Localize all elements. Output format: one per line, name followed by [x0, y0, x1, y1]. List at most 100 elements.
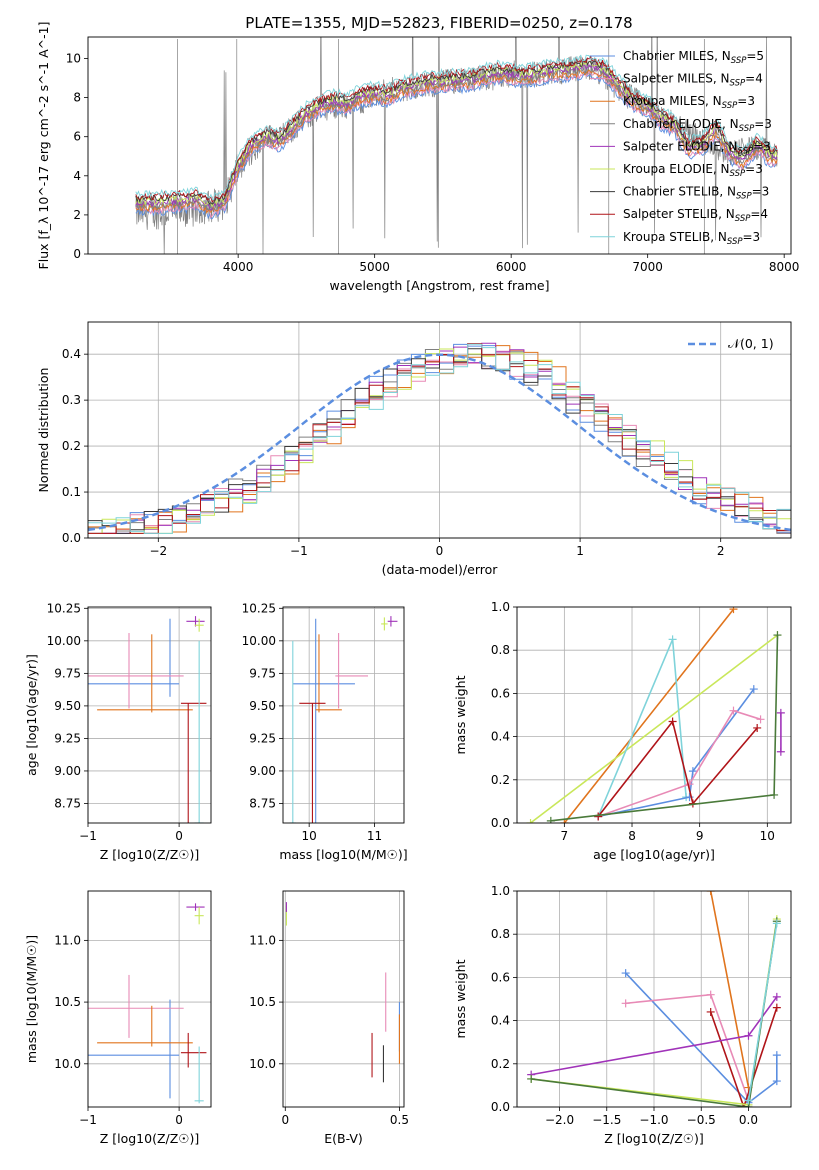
legend-label-text: Salpeter MILES, N — [623, 72, 730, 86]
y-tick-label: 0.6 — [491, 686, 510, 700]
x-tick-label: −1 — [79, 829, 97, 843]
x-tick-label: −0.5 — [687, 1113, 716, 1127]
y-tick-label: 0.0 — [491, 1100, 510, 1114]
legend-label-text: Chabrier ELODIE, N — [623, 117, 739, 131]
axes-frame — [87, 606, 212, 824]
x-axis-label: mass [log10(M/M☉)] — [279, 847, 407, 862]
legend-label-text: Salpeter ELODIE, N — [623, 139, 737, 153]
weight-marker — [772, 1003, 781, 1012]
y-tick-label: 10.0 — [249, 1057, 276, 1071]
weight-series-line — [563, 608, 735, 823]
weight-marker — [773, 631, 782, 640]
x-tick-label: 10 — [302, 829, 317, 843]
legend-label-sub: SSP — [735, 214, 751, 224]
model-line — [135, 62, 778, 211]
weight-marker — [685, 793, 694, 802]
model-line — [135, 73, 778, 220]
y-tick-label: 10.00 — [47, 634, 81, 648]
legend-label-suffix: =3 — [737, 94, 755, 108]
mass_weight_vs_age-panel: 7 8 9 10 0.0 0.2 0.4 0.6 0.8 1.0 age [log10(age/yr… — [453, 600, 792, 862]
x-tick-label: 0 — [175, 1113, 183, 1127]
mass_weight_vs_Z-panel: −2.0 −1.5 −1.0 −0.5 0.0 0.0 0.2 0.4 0.6 0.8 1.0 Z [… — [453, 884, 792, 1146]
weight-marker — [546, 816, 555, 823]
axes-frame — [282, 606, 405, 824]
y-axis-label: age [log10(age/yr)] — [24, 654, 39, 776]
y-tick-label: 1.0 — [491, 884, 510, 898]
y-tick-label: 4 — [73, 169, 81, 183]
weight-marker — [729, 607, 738, 614]
x-tick-label: −2 — [149, 544, 167, 558]
legend-label: Chabrier STELIB, NSSP=3 — [623, 185, 769, 202]
x-tick-label: 8000 — [769, 260, 800, 274]
axes-frame — [87, 321, 792, 539]
y-tick-label: 9.50 — [249, 699, 276, 713]
spectrum-panel: 4000 5000 6000 7000 8000 0 2 4 6 8 10 wavelength [A… — [36, 22, 800, 293]
errorbars — [88, 903, 207, 1104]
x-tick-label: 0.5 — [390, 1113, 409, 1127]
y-tick-label: 10.25 — [242, 601, 276, 615]
y-tick-label: 9.50 — [54, 699, 81, 713]
x-tick-label: 7000 — [632, 260, 663, 274]
legend-label-sub: SSP — [736, 192, 752, 202]
legend-label-sub: SSP — [722, 101, 738, 111]
y-tick-label: 0.0 — [62, 531, 81, 545]
y-tick-label: 9.00 — [54, 764, 81, 778]
y-tick-label: 10.25 — [47, 601, 81, 615]
errorbars — [285, 902, 400, 1083]
residual-histogram — [88, 343, 791, 534]
y-tick-label: 0.0 — [491, 816, 510, 830]
x-tick-label: 11 — [367, 829, 382, 843]
y-axis-label: mass [log10(M/M☉)] — [24, 935, 39, 1063]
legend-label-suffix: =4 — [750, 207, 768, 221]
legend-label-suffix: =4 — [745, 72, 763, 86]
weight-marker — [772, 1051, 781, 1060]
y-axis-label: Normed distribution — [36, 368, 51, 493]
legend-label-text: Salpeter STELIB, N — [623, 207, 735, 221]
y-tick-label: 9.25 — [54, 731, 81, 745]
weight-marker — [668, 717, 677, 726]
y-tick-label: 9.00 — [249, 764, 276, 778]
y-tick-label: 2 — [73, 208, 81, 222]
x-tick-label: 0 — [175, 829, 183, 843]
y-tick-label: 9.75 — [54, 666, 81, 680]
age_vs_mass-panel: 10 11 8.75 9.00 9.25 9.50 9.75 10.00 10.25 mass [… — [242, 601, 408, 862]
residual-histogram — [88, 348, 791, 534]
y-tick-label: 11.0 — [249, 933, 276, 947]
y-tick-label: 0.8 — [491, 643, 510, 657]
x-tick-label: −1.0 — [639, 1113, 668, 1127]
x-tick-label: −1 — [290, 544, 308, 558]
legend-label: Kroupa ELODIE, NSSP=3 — [623, 162, 763, 179]
y-tick-label: 0.3 — [62, 393, 81, 407]
x-axis-label: (data-model)/error — [382, 562, 499, 577]
y-tick-label: 10.5 — [54, 995, 81, 1009]
x-tick-label: 10 — [760, 829, 775, 843]
y-tick-label: 0.2 — [491, 773, 510, 787]
weight-marker — [706, 990, 715, 999]
residual-steps — [88, 342, 791, 534]
weight-marker — [526, 819, 535, 823]
y-tick-label: 0 — [73, 247, 81, 261]
x-tick-label: 4000 — [223, 260, 254, 274]
legend-label-text: Chabrier STELIB, N — [623, 185, 736, 199]
legend-label-sub: SSP — [730, 79, 746, 89]
weight-lines — [527, 891, 781, 1107]
y-axis-label: mass weight — [453, 675, 468, 754]
weight-marker — [770, 790, 779, 799]
age_vs_Z-panel: −1 0 8.75 9.00 9.25 9.50 9.75 10.00 10.25 Z [log1… — [24, 601, 212, 862]
model-line — [135, 55, 778, 203]
model-line — [135, 54, 778, 201]
legend-label-sub: SSP — [737, 146, 753, 156]
weight-marker — [776, 747, 785, 756]
x-tick-label: 2 — [717, 544, 725, 558]
x-tick-label: −1.5 — [592, 1113, 621, 1127]
y-tick-label: 10 — [66, 52, 81, 66]
x-tick-label: 5000 — [359, 260, 390, 274]
x-tick-label: 0 — [436, 544, 444, 558]
weight-marker — [749, 685, 758, 694]
weight-marker — [744, 1031, 753, 1040]
weight-series-line — [597, 719, 758, 817]
y-tick-label: 10.5 — [249, 995, 276, 1009]
x-axis-label: Z [log10(Z/Z☉)] — [100, 1131, 200, 1146]
weight-marker — [594, 812, 603, 821]
